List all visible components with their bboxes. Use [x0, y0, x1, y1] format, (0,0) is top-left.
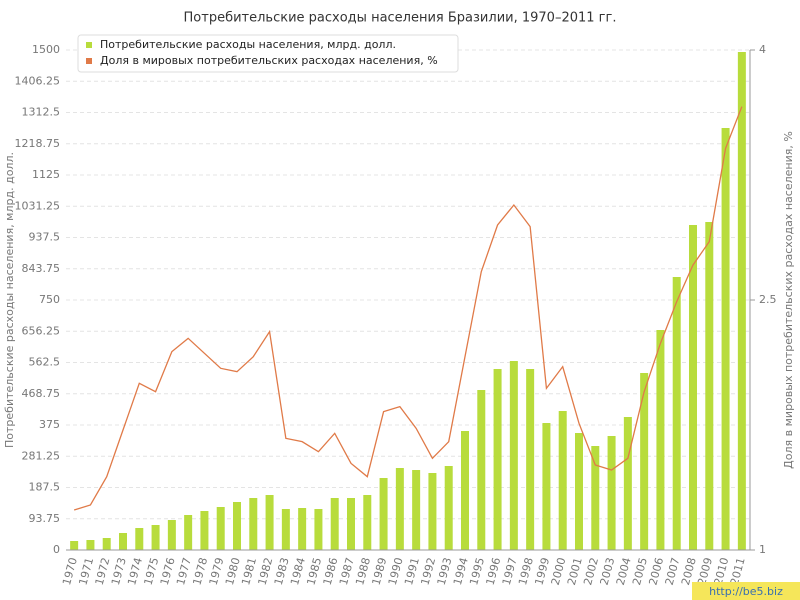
y2-tick-label: 1	[759, 543, 766, 556]
bar	[379, 478, 388, 550]
legend-label: Потребительские расходы населения, млрд.…	[100, 38, 396, 51]
y-tick-label: 1406.25	[15, 74, 61, 87]
y-tick-label: 750	[39, 293, 60, 306]
bar	[395, 468, 404, 550]
bar	[298, 508, 307, 550]
bar	[200, 511, 209, 550]
bar	[233, 502, 241, 550]
y-tick-label: 1500	[32, 43, 60, 56]
bar	[216, 507, 225, 550]
watermark-bg	[692, 582, 800, 600]
bar	[689, 225, 697, 550]
bar	[184, 515, 193, 550]
bar	[102, 538, 111, 550]
bar	[640, 373, 649, 550]
y-tick-label: 843.75	[22, 262, 61, 275]
y-tick-label: 937.5	[29, 231, 61, 244]
bar	[265, 495, 274, 550]
bar	[705, 222, 714, 550]
bar	[721, 128, 730, 550]
bar	[477, 390, 486, 550]
bar	[623, 417, 632, 550]
bar	[558, 411, 567, 550]
bar	[444, 466, 453, 550]
bar	[86, 540, 95, 550]
y-tick-label: 562.5	[29, 356, 61, 369]
bar	[526, 369, 535, 550]
bar	[542, 423, 551, 550]
bar	[412, 470, 421, 550]
y-tick-label: 0	[53, 543, 60, 556]
bar	[330, 498, 339, 550]
y-tick-label: 1125	[32, 168, 60, 181]
bar	[119, 533, 127, 550]
y-tick-label: 281.25	[22, 449, 61, 462]
bar	[493, 369, 502, 550]
bar	[249, 498, 258, 550]
bar	[737, 52, 746, 550]
y-axis-title: Потребительские расходы населения, млрд.…	[3, 152, 16, 448]
y-tick-label: 1031.25	[15, 199, 61, 212]
y-tick-label: 1312.5	[22, 106, 61, 119]
bar	[672, 277, 681, 550]
bar	[428, 473, 437, 550]
bar	[135, 528, 144, 550]
line	[73, 106, 743, 511]
y-tick-label: 375	[39, 418, 60, 431]
bar	[607, 436, 616, 550]
bar	[281, 509, 290, 550]
y2-tick-label: 4	[759, 43, 766, 56]
bar	[151, 525, 160, 550]
bar	[575, 433, 583, 550]
y-tick-label: 656.25	[22, 324, 61, 337]
watermark: http://be5.biz	[709, 585, 783, 598]
bar	[363, 495, 372, 550]
y-tick-label: 93.75	[29, 512, 61, 525]
bar	[591, 446, 600, 550]
bar	[314, 509, 323, 550]
legend: Потребительские расходы населения, млрд.…	[77, 34, 459, 73]
bar	[656, 330, 665, 550]
legend-swatch	[86, 58, 92, 64]
y-tick-label: 1218.75	[15, 137, 61, 150]
legend-label: Доля в мировых потребительских расходах …	[100, 54, 438, 67]
chart-title: Потребительские расходы населения Бразил…	[184, 11, 617, 26]
legend-swatch	[86, 42, 92, 48]
y-tick-label: 468.75	[22, 387, 61, 400]
y-tick-label: 187.5	[29, 481, 61, 494]
y2-axis-title: Доля в мировых потребительских расходах …	[782, 131, 795, 469]
bar	[167, 520, 176, 550]
legend-box	[77, 34, 459, 73]
y2-tick-label: 2.5	[759, 293, 777, 306]
bar	[70, 541, 79, 550]
bar	[347, 498, 355, 550]
bar	[461, 431, 469, 550]
bar	[509, 361, 518, 550]
